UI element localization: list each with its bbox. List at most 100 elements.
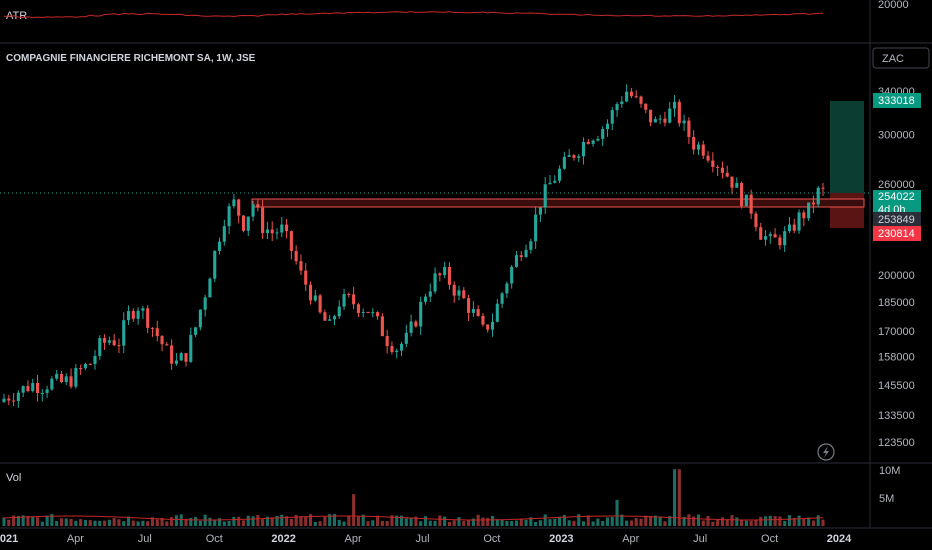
volume-bar: [725, 519, 729, 526]
volume-bar: [304, 516, 308, 526]
candle: [716, 164, 720, 176]
atr-line: [4, 11, 823, 19]
volume-bar: [308, 514, 313, 526]
candle: [155, 320, 159, 342]
time-tick-12: 2024: [827, 533, 852, 545]
candle: [567, 149, 571, 157]
candle-body: [558, 168, 562, 181]
volume-bar: [150, 517, 155, 526]
price-tick-5: 185000: [878, 297, 915, 309]
candle: [519, 251, 523, 262]
volume-bar: [658, 516, 662, 526]
candle-body: [562, 156, 566, 169]
candle: [93, 350, 97, 370]
candle: [126, 305, 131, 326]
volume-bar: [519, 518, 523, 526]
stop-price-label: 230814: [878, 228, 915, 240]
volume-bar: [217, 518, 222, 526]
candle-body: [740, 183, 744, 207]
candle-body: [672, 101, 677, 109]
candle: [237, 198, 241, 224]
volume-bar: [500, 519, 504, 526]
target-zone[interactable]: [830, 101, 864, 193]
candle-body: [792, 224, 796, 231]
candle: [69, 368, 73, 389]
candle-body: [581, 142, 586, 157]
volume-bar: [529, 517, 533, 526]
candle: [21, 385, 25, 398]
candle: [217, 237, 222, 255]
candle-body: [83, 363, 87, 369]
volume-bar: [251, 516, 255, 526]
candle: [2, 393, 6, 404]
volume-pane-title: Vol: [6, 472, 21, 484]
price-tick-1: 300000: [878, 129, 915, 141]
candle: [122, 312, 126, 354]
candle: [802, 209, 806, 227]
candle-body: [807, 202, 811, 219]
candle: [380, 312, 384, 337]
candle: [562, 151, 566, 170]
time-scale[interactable]: 2021 Apr Jul Oct 2022 Apr Jul Oct 2023 Apr Jul Oct 2…: [0, 533, 852, 545]
candle-body: [93, 355, 97, 365]
candle: [79, 364, 83, 375]
candle-body: [514, 255, 519, 267]
candle: [16, 390, 20, 408]
candle-body: [754, 213, 758, 228]
candle-body: [548, 182, 552, 185]
time-tick-3: Oct: [206, 533, 223, 545]
volume-bar: [83, 519, 87, 526]
candle-body: [150, 327, 155, 329]
candle: [74, 363, 78, 389]
volume-bar: [361, 514, 365, 526]
volume-bar: [419, 521, 423, 526]
candle-body: [289, 231, 293, 251]
volume-bar: [337, 519, 341, 526]
candle: [376, 311, 380, 320]
volume-bar: [687, 514, 691, 526]
candle-body: [337, 306, 341, 317]
candle-body: [399, 343, 404, 351]
resistance-zone[interactable]: [251, 198, 865, 208]
candle-body: [131, 311, 135, 319]
candle-body: [16, 392, 20, 402]
candle: [735, 177, 739, 188]
volume-bar: [194, 516, 198, 526]
volume-bar: [285, 516, 289, 526]
candle-body: [299, 261, 303, 271]
currency-button[interactable]: ZAC: [872, 47, 930, 69]
candle-body: [610, 110, 614, 124]
volume-bar: [93, 520, 97, 526]
volume-bar: [26, 516, 30, 526]
candle: [208, 277, 212, 298]
candle: [711, 152, 715, 173]
candle-body: [720, 167, 724, 173]
volume-bar: [79, 519, 83, 526]
candle: [241, 215, 246, 233]
volume-bar: [562, 515, 566, 526]
candle: [682, 114, 686, 131]
stop-zone[interactable]: [830, 193, 864, 228]
volume-bar: [773, 516, 777, 526]
volume-bar: [649, 515, 653, 526]
candle-body: [687, 120, 691, 138]
candle: [170, 339, 174, 370]
volume-bar: [208, 517, 212, 526]
candle: [538, 207, 542, 222]
candle: [361, 308, 365, 318]
price-tick-2: 260000: [878, 179, 915, 191]
candle-body: [644, 103, 648, 110]
candle: [222, 219, 226, 246]
lightning-icon[interactable]: [817, 443, 835, 461]
candle-body: [385, 336, 389, 347]
volume-bar: [74, 520, 78, 526]
volume-bar: [64, 518, 68, 526]
target-price-badge: 333018: [873, 93, 921, 108]
volume-bar: [146, 521, 150, 526]
volume-bar: [591, 521, 595, 526]
candle: [385, 329, 389, 354]
candle-body: [146, 308, 150, 328]
volume-bar: [112, 518, 116, 526]
volume-bar: [385, 521, 389, 526]
